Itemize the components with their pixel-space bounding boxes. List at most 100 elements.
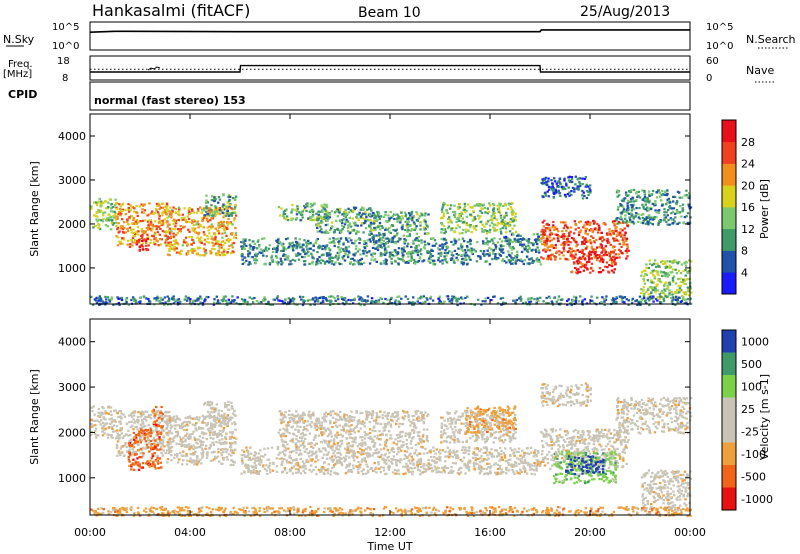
data-cell-9	[524, 238, 527, 241]
data-cell-7	[385, 220, 388, 223]
data-cell-4	[219, 432, 222, 436]
data-cell-15	[524, 301, 528, 304]
data-cell-8	[440, 217, 443, 220]
data-cell-1	[168, 210, 171, 213]
data-cell-13	[637, 213, 640, 216]
data-cell-16	[530, 249, 533, 252]
data-cell-16	[349, 261, 352, 264]
data-cell-16	[494, 255, 497, 258]
data-cell-11	[590, 251, 594, 254]
data-cell-14	[682, 269, 685, 273]
data-cell-13	[672, 195, 675, 198]
data-cell-6	[357, 213, 361, 216]
data-cell-1	[160, 222, 163, 225]
data-cell-2	[136, 463, 140, 466]
data-cell-10	[547, 228, 551, 231]
data-cell-10	[625, 251, 629, 254]
data-cell-2	[144, 244, 148, 247]
data-cell-4	[228, 203, 231, 207]
data-cell-12	[557, 179, 561, 183]
data-cell-13	[616, 217, 619, 220]
data-cell-4	[222, 428, 225, 431]
data-cell-8	[474, 218, 477, 221]
data-cell-16	[464, 251, 468, 254]
data-cell-7	[424, 212, 427, 215]
data-cell-2	[140, 428, 143, 432]
data-cell-10	[571, 236, 574, 240]
data-cell-16	[388, 255, 391, 258]
cpid-panel: CPID normal (fast stereo) 153	[8, 81, 691, 111]
data-cell-4	[226, 209, 229, 213]
data-cell-13	[663, 211, 666, 214]
data-cell-0	[107, 433, 111, 436]
data-cell-16	[257, 239, 260, 242]
data-cell-15	[600, 300, 603, 304]
data-cell-5	[321, 217, 324, 221]
data-cell-15	[344, 297, 347, 300]
data-cell-16	[256, 247, 259, 250]
data-cell-6	[343, 214, 346, 217]
data-cell-10	[551, 244, 555, 247]
data-cell-2	[127, 455, 130, 458]
data-cell-10	[579, 230, 582, 233]
data-cell-8	[492, 202, 495, 205]
data-cell-1	[142, 230, 145, 233]
data-cell-14	[656, 296, 659, 299]
data-cell-10	[593, 255, 596, 258]
data-cell-3	[193, 230, 197, 233]
data-cell-16	[375, 260, 378, 263]
data-cell-16	[403, 240, 406, 244]
data-cell-1	[163, 209, 166, 212]
data-cell-2	[141, 239, 144, 242]
data-cell-3	[157, 424, 160, 428]
data-cell-16	[263, 249, 266, 252]
data-cell-8	[511, 220, 515, 223]
data-cell-16	[354, 247, 358, 250]
data-cell-15	[642, 296, 646, 300]
data-cell-15	[603, 300, 606, 303]
data-cell-1	[166, 208, 170, 212]
data-cell-13	[665, 194, 669, 197]
data-cell-10	[557, 240, 560, 243]
data-cell-13	[668, 223, 671, 226]
data-cell-7	[384, 227, 387, 230]
data-cell-13	[666, 223, 669, 226]
data-cell-1	[144, 230, 147, 233]
data-cell-3	[222, 227, 226, 230]
data-cell-16	[332, 263, 336, 266]
data-cell-1	[142, 232, 145, 235]
data-cell-16	[268, 261, 272, 265]
data-cell-15	[418, 302, 422, 305]
data-cell-15	[417, 297, 420, 300]
data-cell-16	[521, 260, 524, 263]
data-cell-1	[151, 234, 154, 237]
data-cell-5	[323, 203, 326, 206]
data-cell-16	[504, 237, 508, 240]
data-cell-7	[393, 213, 396, 216]
data-cell-3	[198, 246, 201, 249]
data-cell-4	[198, 416, 201, 419]
data-cell-10	[573, 220, 577, 223]
data-cell-10	[611, 230, 614, 233]
data-cell-8	[455, 218, 459, 221]
data-cell-3	[155, 424, 158, 428]
data-cell-1	[166, 423, 169, 426]
data-cell-16	[531, 261, 534, 264]
data-cell-13	[637, 190, 640, 193]
data-cell-1	[151, 430, 155, 433]
data-cell-16	[433, 244, 436, 247]
data-cell-10	[598, 228, 601, 231]
data-cell-16	[470, 251, 474, 254]
data-cell-8	[500, 220, 503, 223]
data-cell-13	[667, 218, 670, 222]
data-cell-3	[179, 227, 182, 231]
data-cell-2	[134, 460, 137, 463]
data-cell-1	[124, 441, 127, 445]
data-cell-4	[224, 420, 227, 423]
data-cell-15	[640, 298, 643, 301]
data-cell-16	[280, 242, 284, 245]
data-cell-4	[220, 442, 223, 445]
data-cell-10	[624, 243, 627, 246]
data-cell-15	[679, 300, 683, 304]
data-cell-13	[648, 207, 651, 210]
